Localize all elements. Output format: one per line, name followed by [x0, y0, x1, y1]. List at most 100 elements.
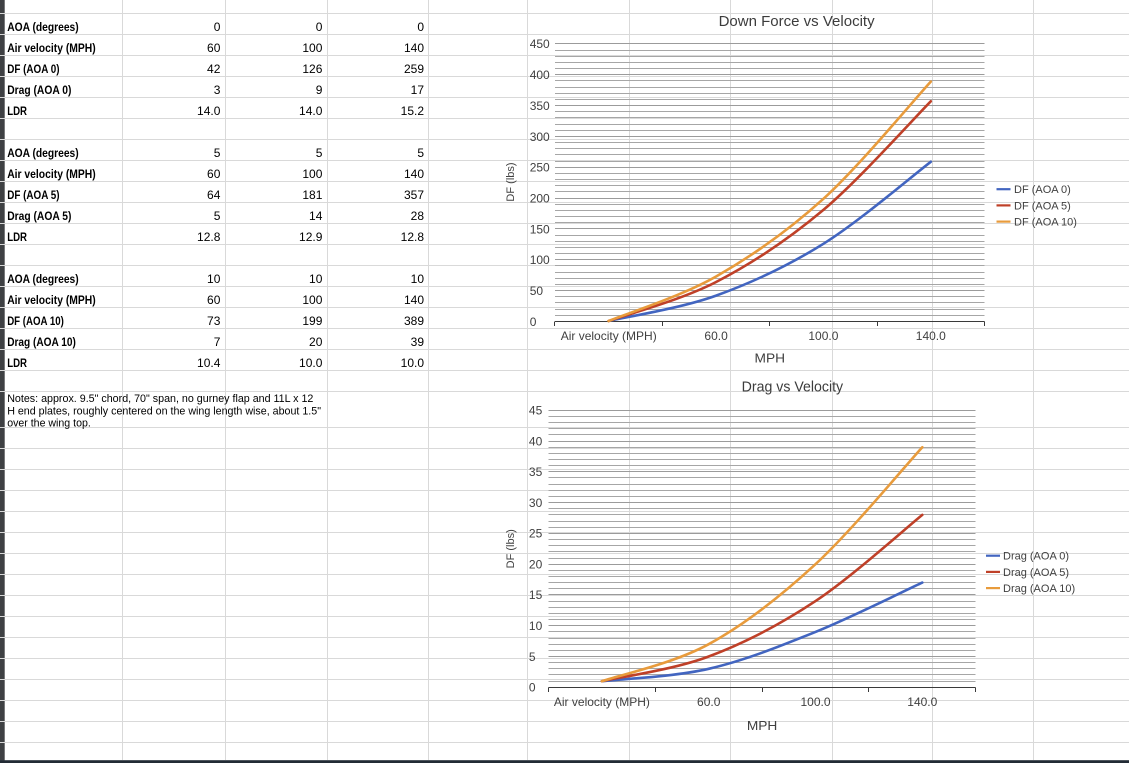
svg-text:10: 10	[411, 272, 425, 286]
svg-text:60: 60	[207, 41, 221, 55]
svg-text:45: 45	[529, 404, 543, 418]
svg-text:450: 450	[530, 37, 550, 51]
svg-text:DF (AOA 0): DF (AOA 0)	[7, 62, 59, 76]
svg-text:AOA (degrees): AOA (degrees)	[7, 20, 79, 34]
svg-text:LDR: LDR	[7, 356, 27, 370]
svg-text:MPH: MPH	[747, 718, 778, 733]
svg-text:35: 35	[529, 465, 543, 479]
svg-text:Drag (AOA 10): Drag (AOA 10)	[7, 335, 76, 349]
svg-text:12.9: 12.9	[299, 230, 323, 244]
svg-text:140: 140	[404, 167, 424, 181]
svg-text:28: 28	[411, 209, 425, 223]
svg-text:100.0: 100.0	[808, 329, 838, 343]
svg-text:DF (AOA 10): DF (AOA 10)	[7, 314, 64, 328]
svg-text:15: 15	[529, 588, 543, 602]
svg-text:126: 126	[302, 62, 322, 76]
svg-text:200: 200	[530, 191, 550, 205]
svg-text:140: 140	[404, 41, 424, 55]
svg-text:0: 0	[214, 20, 221, 34]
svg-text:10.0: 10.0	[299, 356, 323, 370]
svg-text:5: 5	[214, 146, 221, 160]
svg-text:20: 20	[309, 335, 323, 349]
svg-text:250: 250	[530, 161, 550, 175]
svg-text:300: 300	[530, 130, 550, 144]
svg-text:73: 73	[207, 314, 221, 328]
svg-text:60: 60	[207, 167, 221, 181]
svg-text:100.0: 100.0	[800, 695, 830, 709]
svg-text:LDR: LDR	[7, 104, 27, 118]
svg-text:100: 100	[302, 41, 322, 55]
svg-text:15.2: 15.2	[401, 104, 425, 118]
svg-text:40: 40	[529, 434, 543, 448]
svg-text:Air velocity (MPH): Air velocity (MPH)	[561, 329, 657, 343]
svg-text:17: 17	[411, 83, 425, 97]
svg-text:7: 7	[214, 335, 221, 349]
svg-text:199: 199	[302, 314, 322, 328]
svg-text:Air velocity (MPH): Air velocity (MPH)	[7, 293, 96, 307]
svg-text:Drag vs Velocity: Drag vs Velocity	[742, 378, 844, 395]
svg-text:50: 50	[530, 284, 544, 298]
svg-text:DF (AOA 0): DF (AOA 0)	[1014, 184, 1071, 196]
svg-text:Drag (AOA 10): Drag (AOA 10)	[1003, 583, 1075, 595]
svg-text:12.8: 12.8	[401, 230, 425, 244]
svg-text:Drag (AOA 5): Drag (AOA 5)	[7, 209, 71, 223]
svg-text:AOA (degrees): AOA (degrees)	[7, 146, 79, 160]
svg-text:Drag (AOA 0): Drag (AOA 0)	[7, 83, 71, 97]
svg-text:DF (AOA 5): DF (AOA 5)	[1014, 200, 1071, 212]
svg-text:3: 3	[214, 83, 221, 97]
svg-text:259: 259	[404, 62, 424, 76]
svg-text:14.0: 14.0	[299, 104, 323, 118]
svg-text:10.4: 10.4	[197, 356, 221, 370]
svg-text:MPH: MPH	[755, 350, 786, 365]
svg-text:DF (AOA 10): DF (AOA 10)	[1014, 217, 1077, 229]
svg-text:64: 64	[207, 188, 221, 202]
svg-text:389: 389	[404, 314, 424, 328]
svg-text:60: 60	[207, 293, 221, 307]
svg-text:181: 181	[302, 188, 322, 202]
svg-text:10: 10	[309, 272, 323, 286]
svg-text:AOA (degrees): AOA (degrees)	[7, 272, 79, 286]
svg-text:10.0: 10.0	[401, 356, 425, 370]
svg-text:140: 140	[404, 293, 424, 307]
svg-text:5: 5	[214, 209, 221, 223]
svg-text:400: 400	[530, 68, 550, 82]
svg-text:DF (lbs): DF (lbs)	[505, 529, 517, 568]
svg-text:100: 100	[530, 253, 550, 267]
svg-text:0: 0	[530, 315, 537, 329]
svg-text:60.0: 60.0	[704, 329, 728, 343]
svg-text:over the wing top.: over the wing top.	[7, 418, 91, 430]
svg-text:25: 25	[529, 527, 543, 541]
svg-text:150: 150	[530, 222, 550, 236]
svg-text:9: 9	[316, 83, 323, 97]
svg-text:10: 10	[529, 619, 543, 633]
svg-text:357: 357	[404, 188, 424, 202]
svg-text:100: 100	[302, 167, 322, 181]
svg-text:20: 20	[529, 558, 543, 572]
svg-text:100: 100	[302, 293, 322, 307]
svg-text:Drag (AOA 5): Drag (AOA 5)	[1003, 567, 1069, 579]
svg-text:DF (lbs): DF (lbs)	[505, 162, 517, 201]
svg-text:42: 42	[207, 62, 221, 76]
svg-text:0: 0	[417, 20, 424, 34]
svg-text:H end plates, roughly centered: H end plates, roughly centered on the wi…	[7, 405, 321, 417]
svg-text:Air velocity (MPH): Air velocity (MPH)	[554, 695, 650, 709]
svg-text:10: 10	[207, 272, 221, 286]
svg-text:DF (AOA 5): DF (AOA 5)	[7, 188, 59, 202]
svg-text:5: 5	[417, 146, 424, 160]
svg-text:14: 14	[309, 209, 323, 223]
svg-text:30: 30	[529, 496, 543, 510]
svg-text:12.8: 12.8	[197, 230, 221, 244]
svg-text:140.0: 140.0	[916, 329, 946, 343]
svg-text:Air velocity (MPH): Air velocity (MPH)	[7, 41, 96, 55]
svg-text:39: 39	[411, 335, 425, 349]
svg-text:Notes: approx. 9.5" chord, 70": Notes: approx. 9.5" chord, 70" span, no …	[7, 393, 313, 405]
svg-text:60.0: 60.0	[697, 695, 721, 709]
svg-text:0: 0	[316, 20, 323, 34]
svg-text:0: 0	[529, 681, 536, 695]
svg-text:Down Force vs Velocity: Down Force vs Velocity	[719, 13, 875, 30]
svg-text:140.0: 140.0	[907, 695, 937, 709]
svg-text:Air velocity (MPH): Air velocity (MPH)	[7, 167, 96, 181]
svg-text:14.0: 14.0	[197, 104, 221, 118]
svg-text:Drag (AOA 0): Drag (AOA 0)	[1003, 551, 1069, 563]
svg-text:350: 350	[530, 99, 550, 113]
